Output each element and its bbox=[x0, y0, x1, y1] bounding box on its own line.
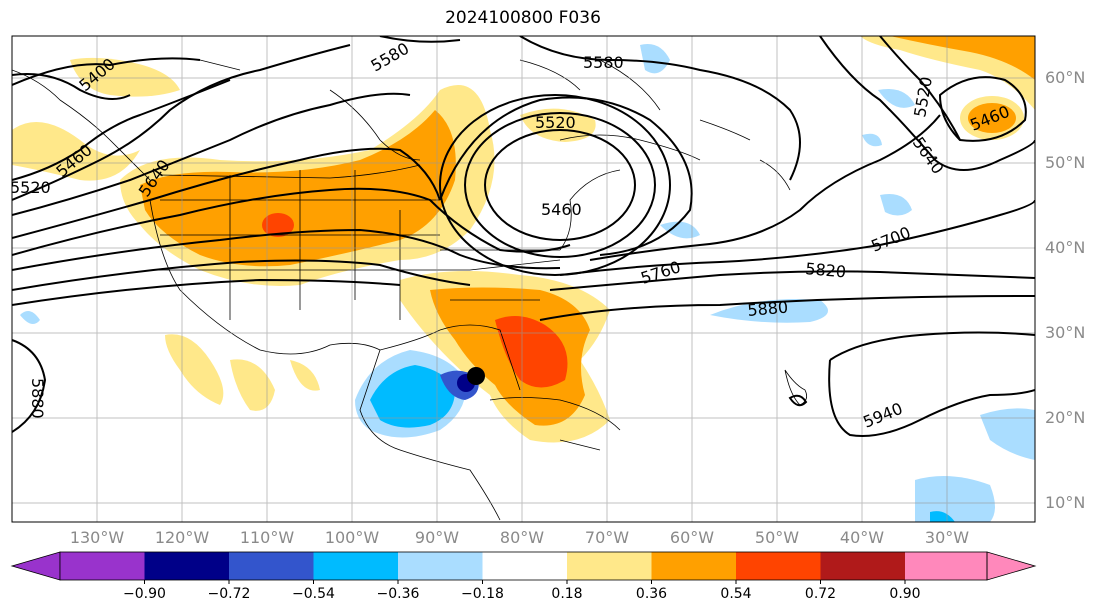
contour-label-5460: 5460 bbox=[541, 200, 582, 219]
lon-label: 90°W bbox=[414, 528, 460, 547]
lon-label: 130°W bbox=[69, 528, 125, 547]
contour-label-5520: 5520 bbox=[910, 75, 936, 118]
colorbar-tick-label: 0.90 bbox=[889, 586, 921, 602]
lat-label: 10°N bbox=[1045, 493, 1086, 512]
colorbar-swatch bbox=[144, 552, 229, 580]
contour-label-5880: 5880 bbox=[747, 298, 789, 320]
contour-label-5880: 5880 bbox=[28, 378, 47, 419]
colorbar-tick-label: −0.54 bbox=[292, 586, 335, 602]
colorbar-tick-label: 0.54 bbox=[720, 586, 752, 602]
colorbar bbox=[10, 551, 1037, 584]
colorbar-tick-label: 0.36 bbox=[635, 586, 668, 602]
colorbar-swatch bbox=[567, 552, 652, 580]
lat-label: 40°N bbox=[1045, 238, 1086, 257]
colorbar-swatch bbox=[482, 552, 567, 580]
colorbar-extend-high bbox=[986, 551, 1037, 581]
storm-center-marker bbox=[467, 367, 485, 385]
colorbar-swatch bbox=[736, 552, 821, 580]
map-frame bbox=[11, 35, 1036, 523]
colorbar-tick-label: −0.72 bbox=[207, 586, 251, 602]
colorbar-tick-label: −0.18 bbox=[461, 586, 504, 602]
colorbar-tick-label: −0.36 bbox=[376, 586, 420, 602]
lon-label: 40°W bbox=[839, 528, 885, 547]
lon-label: 50°W bbox=[754, 528, 800, 547]
lat-label: 30°N bbox=[1045, 323, 1086, 342]
contour-label-5700: 5700 bbox=[868, 223, 913, 256]
colorbar-swatch bbox=[905, 552, 987, 580]
map-title: 2024100800 F036 bbox=[445, 8, 601, 28]
contour-label-5520: 5520 bbox=[10, 178, 51, 197]
lat-label: 50°N bbox=[1045, 153, 1086, 172]
colorbar-swatch bbox=[651, 552, 736, 580]
contour-label-5820: 5820 bbox=[805, 259, 847, 281]
colorbar-swatch bbox=[60, 552, 145, 580]
colorbar-swatch bbox=[398, 552, 483, 580]
lon-label: 70°W bbox=[584, 528, 630, 547]
colorbar-tick-label: −0.90 bbox=[123, 586, 166, 602]
contour-label-5640: 5640 bbox=[909, 133, 948, 177]
lon-label: 110°W bbox=[239, 528, 295, 547]
lat-label: 60°N bbox=[1045, 68, 1086, 87]
colorbar-tick-label: 0.18 bbox=[551, 586, 583, 602]
colorbar-tick-label: 0.72 bbox=[804, 586, 837, 602]
colorbar-swatch bbox=[229, 552, 314, 580]
colorbar-swatch bbox=[820, 552, 905, 580]
lon-label: 120°W bbox=[154, 528, 210, 547]
lon-label: 80°W bbox=[499, 528, 545, 547]
contour-label-5520: 5520 bbox=[535, 113, 576, 132]
colorbar-extend-low bbox=[10, 551, 61, 581]
contour-label-5580: 5580 bbox=[368, 39, 413, 76]
contour-label-5760: 5760 bbox=[638, 257, 683, 288]
lon-label: 30°W bbox=[924, 528, 970, 547]
contour-label-5580: 5580 bbox=[583, 53, 624, 72]
colorbar-swatch bbox=[313, 552, 398, 580]
lon-label: 60°W bbox=[669, 528, 715, 547]
lat-label: 20°N bbox=[1045, 408, 1086, 427]
lon-label: 100°W bbox=[324, 528, 380, 547]
contour-label-5940: 5940 bbox=[860, 399, 905, 432]
height-contours bbox=[12, 36, 1035, 437]
anomaly-shading bbox=[12, 36, 1035, 522]
